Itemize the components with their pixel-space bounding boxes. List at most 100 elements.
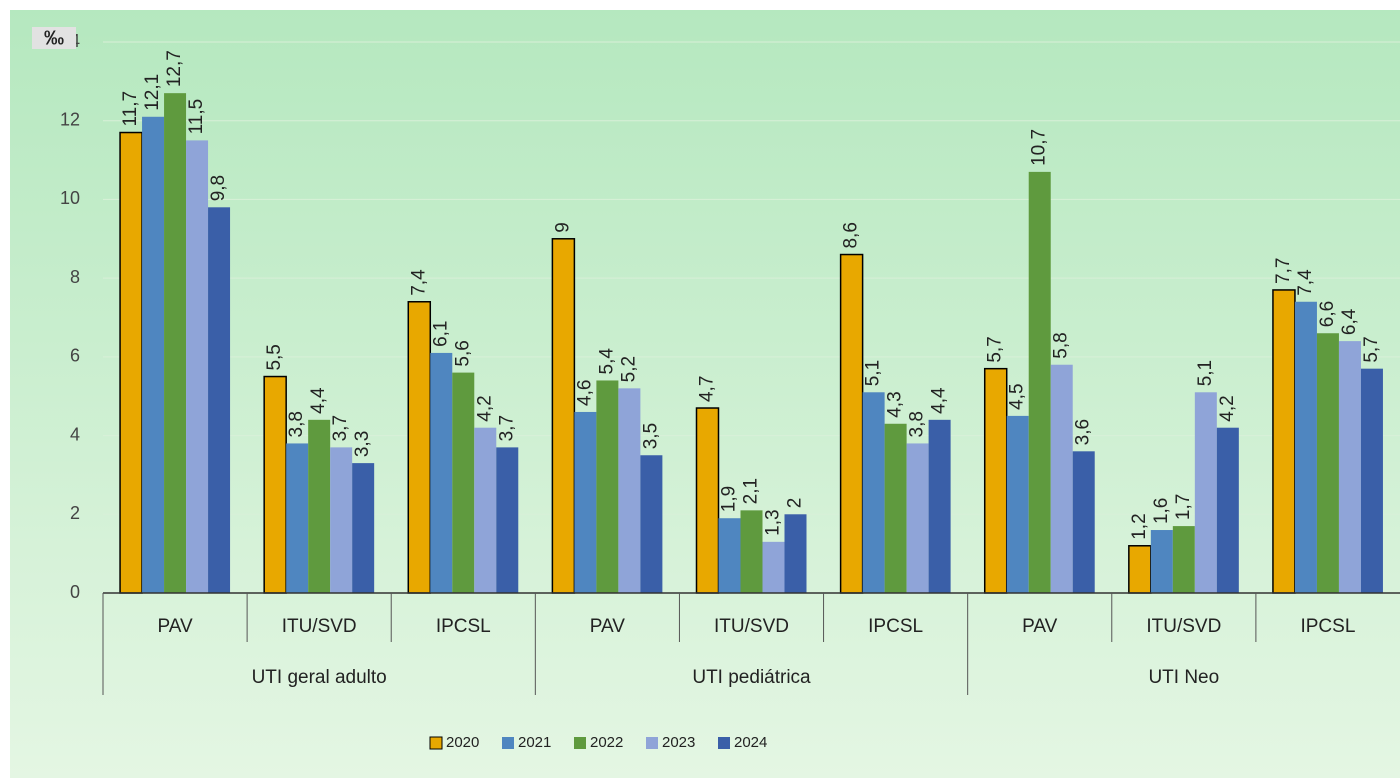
- y-tick-label: 8: [70, 267, 80, 287]
- data-label: 5,7: [985, 336, 1006, 362]
- bar: [119, 131, 143, 594]
- data-label: 7,4: [1295, 269, 1316, 296]
- y-tick-label: 2: [70, 503, 80, 523]
- data-label: 6,1: [430, 320, 451, 346]
- data-label: 5,5: [264, 344, 285, 370]
- bar: [784, 514, 807, 593]
- y-label-box: [32, 27, 76, 49]
- legend-swatch: [646, 737, 658, 749]
- bar: [1028, 171, 1051, 593]
- legend-swatch: [429, 736, 443, 750]
- bar: [551, 238, 576, 594]
- bar: [1338, 341, 1361, 593]
- x-tick-label: PAV: [590, 616, 626, 637]
- bar: [142, 116, 165, 594]
- bar: [208, 207, 231, 594]
- data-label: 1,7: [1173, 494, 1194, 520]
- data-label: 1,3: [763, 509, 784, 535]
- x-tick-label: ITU/SVD: [282, 616, 357, 637]
- bar: [352, 463, 375, 593]
- data-label: 3,5: [640, 423, 661, 449]
- legend-swatch: [718, 737, 730, 749]
- bar: [718, 518, 741, 593]
- data-label: 12,1: [142, 74, 163, 111]
- bar: [164, 93, 187, 594]
- bar: [1294, 301, 1317, 593]
- x-tick-label: PAV: [1022, 616, 1058, 637]
- bar: [474, 427, 497, 593]
- data-label: 8,6: [841, 222, 862, 248]
- bar: [596, 380, 619, 593]
- bar: [496, 447, 519, 593]
- bar: [1194, 392, 1217, 593]
- data-label: 4,4: [929, 387, 950, 414]
- data-label: 5,8: [1051, 332, 1072, 358]
- bar: [186, 140, 209, 593]
- bar: [308, 419, 331, 593]
- y-axis-label: ‰: [44, 27, 64, 49]
- data-label: 1,6: [1151, 498, 1172, 524]
- legend-swatch: [574, 737, 586, 749]
- data-label: 5,4: [596, 348, 617, 375]
- x-tick-label: PAV: [157, 616, 193, 637]
- bar: [430, 352, 453, 593]
- bar: [1006, 415, 1029, 593]
- data-label: 3,8: [286, 411, 307, 437]
- data-label: 4,4: [308, 387, 329, 414]
- x-tick-label: IPCSL: [1300, 616, 1355, 637]
- legend-label: 2022: [590, 734, 623, 751]
- data-label: 4,3: [885, 391, 906, 417]
- bar: [1172, 526, 1195, 593]
- legend-label: 2020: [446, 734, 479, 751]
- data-label: 4,7: [697, 376, 718, 402]
- data-label: 11,5: [186, 99, 207, 135]
- data-label: 6,4: [1339, 308, 1360, 335]
- bar: [618, 388, 641, 593]
- legend-label: 2021: [518, 734, 551, 751]
- legend-label: 2023: [662, 734, 695, 751]
- y-tick-label: 10: [60, 188, 80, 208]
- plot-background: [10, 10, 1400, 778]
- y-tick-label: 4: [70, 424, 80, 444]
- data-label: 4,2: [1217, 395, 1238, 421]
- bar: [574, 411, 597, 593]
- group-label: UTI geral adulto: [252, 667, 387, 688]
- data-label: 1,2: [1129, 513, 1150, 539]
- bar: [1050, 364, 1073, 593]
- x-tick-label: ITU/SVD: [714, 616, 789, 637]
- data-label: 5,1: [863, 360, 884, 386]
- data-label: 5,1: [1195, 360, 1216, 386]
- bar: [762, 541, 785, 593]
- bar: [1150, 530, 1173, 593]
- data-label: 2: [785, 498, 806, 509]
- data-label: 5,6: [452, 340, 473, 366]
- data-label: 9: [552, 222, 573, 233]
- y-tick-label: 12: [60, 109, 80, 129]
- data-label: 2,1: [741, 478, 762, 504]
- data-label: 6,6: [1317, 301, 1338, 327]
- data-label: 1,9: [719, 486, 740, 512]
- data-label: 3,8: [907, 411, 928, 437]
- data-label: 5,2: [618, 356, 639, 382]
- x-tick-label: IPCSL: [868, 616, 923, 637]
- bar: [640, 455, 663, 593]
- bar: [286, 443, 309, 593]
- bar: [884, 423, 907, 593]
- data-label: 11,7: [120, 91, 141, 127]
- bar: [1316, 333, 1339, 593]
- bar: [1360, 368, 1383, 593]
- legend-label: 2024: [734, 734, 767, 751]
- data-label: 5,7: [1361, 336, 1382, 362]
- bar: [862, 392, 885, 593]
- data-label: 7,4: [408, 269, 429, 296]
- bar: [695, 407, 720, 594]
- data-label: 4,5: [1007, 383, 1028, 409]
- bar: [407, 301, 432, 594]
- y-tick-label: 0: [70, 582, 80, 602]
- x-tick-label: IPCSL: [436, 616, 491, 637]
- data-label: 3,7: [496, 415, 517, 441]
- data-label: 9,8: [208, 175, 229, 201]
- bar: [928, 419, 951, 593]
- bar: [740, 510, 763, 593]
- x-tick-label: ITU/SVD: [1146, 616, 1221, 637]
